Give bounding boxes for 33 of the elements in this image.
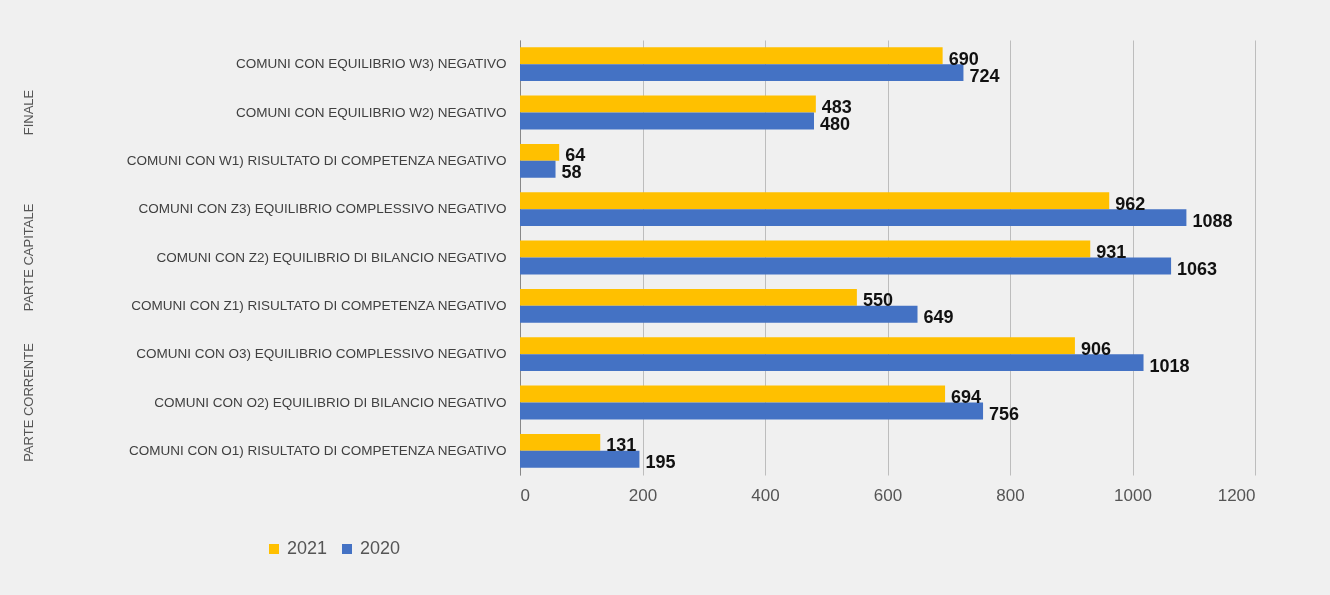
data-label: 1088 — [1192, 210, 1233, 231]
x-tick-label: 200 — [628, 485, 658, 505]
data-label: 694 — [951, 387, 982, 408]
legend-label: 2020 — [360, 538, 401, 558]
data-label: 1018 — [1149, 355, 1190, 376]
data-label: 962 — [1115, 193, 1146, 214]
data-label: 756 — [989, 403, 1020, 424]
data-label: 550 — [862, 290, 893, 311]
x-tick-label: 800 — [996, 485, 1025, 505]
x-tick-label: 600 — [873, 485, 903, 505]
legend-label: 2021 — [287, 538, 328, 558]
x-tick-label: 1000 — [1114, 485, 1152, 505]
y-tick-label: COMUNI CON O2) EQUILIBRIO DI BILANCIO NEGATIVO — [154, 394, 507, 410]
text: PARTE CAPITALE — [21, 203, 36, 312]
data-label: 906 — [1080, 338, 1111, 359]
x-tick-label: 0 — [520, 485, 530, 505]
x-tick-label: 1200 — [1217, 485, 1256, 505]
data-label: 195 — [645, 452, 676, 473]
y-tick-label: COMUNI CON W1) RISULTATO DI COMPETENZA NEGATIVO — [126, 152, 507, 168]
y-tick-label: COMUNI CON Z2) EQUILIBRIO DI BILANCIO NEGATIVO — [156, 249, 507, 265]
y-tick-label: COMUNI CON EQUILIBRIO W3) NEGATIVO — [235, 56, 507, 72]
y-tick-label: COMUNI CON EQUILIBRIO W2) NEGATIVO — [235, 104, 507, 120]
data-label: 1063 — [1177, 258, 1218, 279]
y-tick-label: COMUNI CON Z1) RISULTATO DI COMPETENZA NEGATIVO — [131, 297, 507, 313]
x-tick-label: 400 — [751, 485, 780, 505]
data-label: 649 — [923, 307, 954, 328]
y-tick-label: COMUNI CON Z3) EQUILIBRIO COMPLESSIVO NEGATIVO — [138, 201, 507, 217]
text: PARTE CORRENTE — [21, 342, 36, 462]
text: FINALE — [21, 89, 36, 136]
data-label: 131 — [606, 435, 637, 456]
y-tick-label: COMUNI CON O3) EQUILIBRIO COMPLESSIVO NEGATIVO — [136, 346, 507, 362]
y-tick-label: COMUNI CON O1) RISULTATO DI COMPETENZA NEGATIVO — [128, 442, 507, 458]
data-label: 931 — [1096, 242, 1127, 263]
